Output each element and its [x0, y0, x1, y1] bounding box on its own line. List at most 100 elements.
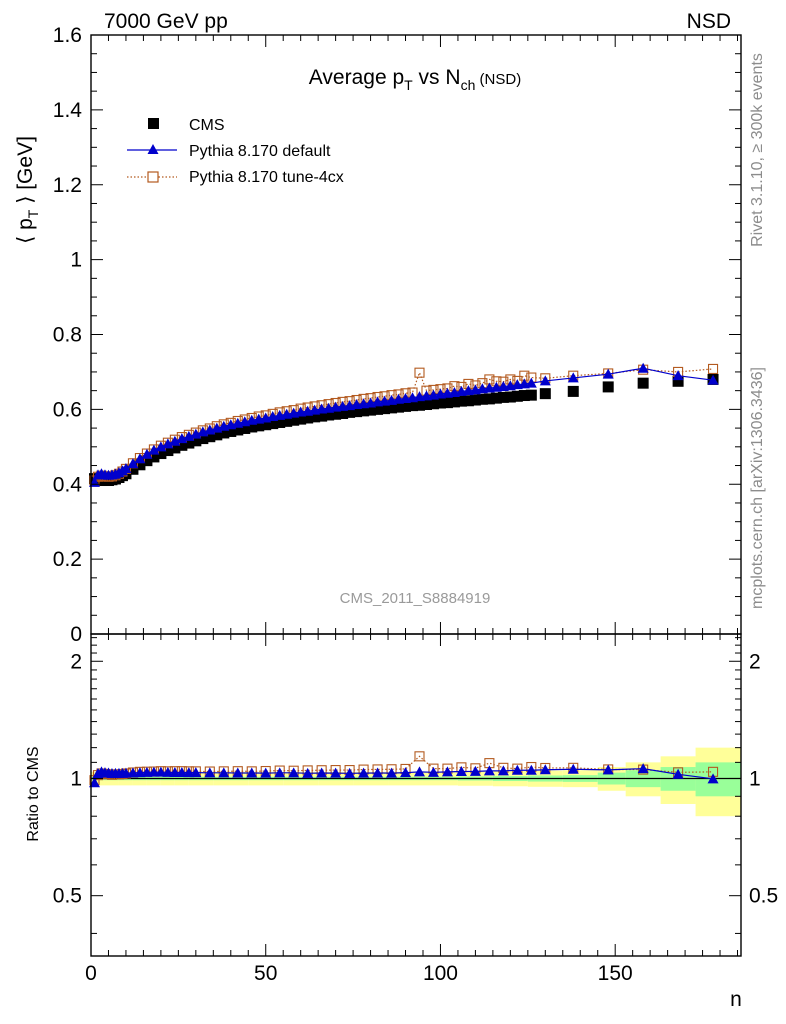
pythia-default-line	[93, 367, 714, 483]
cms-point	[239, 422, 251, 434]
cms-point	[602, 381, 614, 393]
cms-point	[441, 397, 453, 409]
cms-point	[344, 406, 356, 418]
pythia-tune-line	[94, 368, 714, 481]
ratio-pythia-default-point	[260, 767, 272, 778]
ratio-pythia-default-point	[288, 767, 300, 778]
ratio-pythia-default-point	[469, 765, 481, 776]
pythia-default-point	[539, 375, 551, 386]
pythia-default-point	[162, 438, 174, 449]
axes: 0 50 100 150 0 0.2 0.4 0.6 0.8 1 1.2 1.4 1.6 0.5 0.5 1 1…	[53, 24, 778, 985]
legend-label-cms: CMS	[189, 117, 225, 134]
ratio-pythia-default-point	[707, 773, 719, 784]
cms-point	[183, 437, 195, 449]
cms-point	[434, 397, 446, 409]
cms-point	[302, 412, 314, 424]
ratio-pythia-default-point	[155, 766, 167, 777]
cms-point	[330, 408, 342, 420]
pythia-default-point	[602, 368, 614, 379]
ratio-pythia-default-point	[413, 766, 425, 777]
cms-point	[400, 400, 412, 412]
cms-point	[525, 389, 537, 401]
plot-title: Average pT vs Nch (NSD)	[309, 66, 521, 93]
ratio-pythia-default-point	[218, 767, 230, 778]
pythia-default-point	[120, 463, 132, 474]
ratio-pythia-default-point	[176, 766, 188, 777]
ratio-pythia-default-point	[344, 767, 356, 778]
stat-uncertainty-band	[695, 762, 741, 797]
cms-point	[413, 399, 425, 411]
ratio-y-tick-label: 1	[70, 767, 82, 790]
ratio-pythia-default-point	[372, 767, 384, 778]
y-tick-label: 0.2	[53, 548, 82, 571]
ratio-pythia-default-point	[88, 777, 100, 788]
pythia-default-point	[155, 441, 167, 452]
ratio-pythia-default-point	[232, 767, 244, 778]
y-tick-label: 1.4	[53, 99, 83, 122]
cms-point	[469, 394, 481, 406]
ratio-pythia-default-point	[183, 767, 195, 778]
ratio-y-tick-label-right: 1	[749, 767, 761, 790]
ratio-y-axis-label: Ratio to CMS	[25, 746, 42, 841]
cms-point	[204, 431, 216, 443]
cms-point	[497, 391, 509, 403]
ratio-uncertainty-bands	[91, 747, 741, 817]
cms-point	[372, 403, 384, 415]
ratio-pythia-default-point	[274, 767, 286, 778]
ratio-pythia-default-point	[483, 765, 495, 776]
cms-point	[539, 388, 551, 400]
cms-point	[211, 429, 223, 441]
x-tick-label: 0	[85, 962, 97, 985]
cms-point	[323, 409, 335, 421]
pythia-default-point	[707, 374, 719, 385]
x-axis-label: n	[730, 988, 742, 1011]
pythia-default-point	[169, 435, 181, 446]
cms-point	[448, 396, 460, 408]
y-tick-label: 1.6	[53, 24, 82, 47]
cms-point	[218, 427, 230, 439]
cms-point	[351, 406, 363, 418]
cms-point	[393, 401, 405, 413]
ratio-pythia-default-point	[672, 768, 684, 779]
cms-point	[267, 418, 279, 430]
cms-point	[407, 400, 419, 412]
cms-point	[309, 411, 321, 423]
cms-point	[504, 391, 516, 403]
pythia-default-point	[637, 362, 649, 373]
legend-marker-pythia-default	[147, 144, 159, 154]
header-left: 7000 GeV pp	[104, 10, 228, 33]
ratio-y-tick-label: 0.5	[53, 885, 82, 908]
cms-point	[567, 385, 579, 397]
ratio-pythia-default-point	[204, 767, 216, 778]
pythia-default-point	[127, 458, 139, 469]
pythia-default-point	[134, 453, 146, 464]
ratio-pythia-default-point	[358, 767, 370, 778]
cms-point	[637, 377, 649, 389]
legend-label-pythia-default: Pythia 8.170 default	[189, 143, 331, 160]
cms-point	[225, 425, 237, 437]
cms-point	[511, 390, 523, 402]
cms-point	[379, 403, 391, 415]
y-axis-label: ⟨ pT ⟩ [GeV]	[14, 136, 41, 244]
legend-marker-pythia-tune	[147, 171, 159, 183]
ratio-pythia-default-point	[169, 766, 181, 777]
ratio-pythia-default-point	[162, 766, 174, 777]
pythia-default-point	[148, 444, 160, 455]
cms-point	[274, 416, 286, 428]
cms-point	[134, 459, 146, 471]
legend-marker-cms	[148, 118, 159, 129]
ratio-pythia-default-point	[455, 766, 467, 777]
ratio-pythia-default-point	[246, 767, 258, 778]
main-plot-data	[88, 362, 719, 487]
ratio-pythia-default-point	[141, 766, 153, 777]
cms-point	[155, 448, 167, 460]
ratio-pythia-default-point	[127, 767, 139, 778]
y-tick-label: 0.6	[53, 398, 82, 421]
y-tick-label: 1	[70, 249, 82, 272]
pythia-default-point	[525, 377, 537, 388]
pythia-tune-point	[414, 367, 425, 378]
cms-point	[462, 395, 474, 407]
legend-label-pythia-tune: Pythia 8.170 tune-4cx	[189, 169, 344, 186]
x-tick-label: 50	[254, 962, 277, 985]
